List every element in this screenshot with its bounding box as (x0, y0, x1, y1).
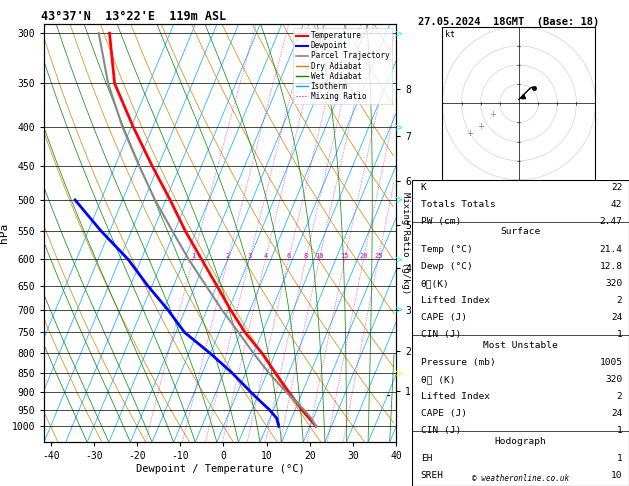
Text: Surface: Surface (501, 227, 540, 237)
Text: 2: 2 (617, 296, 623, 305)
Text: Lifted Index: Lifted Index (421, 392, 489, 401)
Text: 1: 1 (191, 254, 195, 260)
Text: 12.8: 12.8 (599, 262, 623, 271)
FancyBboxPatch shape (412, 180, 629, 486)
Text: >: > (396, 255, 403, 264)
Text: 1: 1 (617, 330, 623, 339)
Text: 320: 320 (605, 279, 623, 288)
Y-axis label: hPa: hPa (0, 223, 9, 243)
Text: Mixing Ratio (g/kg): Mixing Ratio (g/kg) (401, 192, 410, 294)
Text: 1: 1 (617, 454, 623, 463)
Text: LCL: LCL (520, 391, 536, 400)
Text: +: + (489, 110, 496, 119)
Text: K: K (421, 183, 426, 192)
Text: CIN (J): CIN (J) (421, 426, 461, 435)
Text: 15: 15 (340, 254, 349, 260)
Text: CIN (J): CIN (J) (421, 330, 461, 339)
Text: CAPE (J): CAPE (J) (421, 313, 467, 322)
Text: 1005: 1005 (599, 358, 623, 367)
Text: 3: 3 (247, 254, 252, 260)
Text: 24: 24 (611, 409, 623, 418)
Text: CAPE (J): CAPE (J) (421, 409, 467, 418)
Text: +: + (477, 122, 484, 131)
Text: >: > (396, 305, 403, 315)
Text: © weatheronline.co.uk: © weatheronline.co.uk (472, 474, 569, 483)
Text: 10: 10 (611, 471, 623, 480)
Text: >: > (396, 195, 403, 205)
Text: kt: kt (445, 30, 455, 39)
Text: 2: 2 (617, 392, 623, 401)
Text: 21.4: 21.4 (599, 244, 623, 254)
Text: 10: 10 (315, 254, 323, 260)
X-axis label: Dewpoint / Temperature (°C): Dewpoint / Temperature (°C) (136, 464, 304, 474)
Text: >: > (396, 122, 403, 132)
Text: Pressure (mb): Pressure (mb) (421, 358, 496, 367)
Text: 320: 320 (605, 375, 623, 384)
Text: θᴇ (K): θᴇ (K) (421, 375, 455, 384)
Text: 2: 2 (226, 254, 230, 260)
Legend: Temperature, Dewpoint, Parcel Trajectory, Dry Adiabat, Wet Adiabat, Isotherm, Mi: Temperature, Dewpoint, Parcel Trajectory… (293, 28, 392, 104)
Text: 42: 42 (611, 200, 623, 209)
Text: 43°37'N  13°22'E  119m ASL: 43°37'N 13°22'E 119m ASL (40, 10, 226, 23)
Text: 22: 22 (611, 183, 623, 192)
Text: Temp (°C): Temp (°C) (421, 244, 472, 254)
Text: Dewp (°C): Dewp (°C) (421, 262, 472, 271)
Text: SREH: SREH (421, 471, 443, 480)
Text: Totals Totals: Totals Totals (421, 200, 496, 209)
Text: 1: 1 (617, 426, 623, 435)
Text: PW (cm): PW (cm) (421, 217, 461, 226)
Text: 27.05.2024  18GMT  (Base: 18): 27.05.2024 18GMT (Base: 18) (418, 17, 599, 27)
Text: Lifted Index: Lifted Index (421, 296, 489, 305)
Y-axis label: km
ASL: km ASL (416, 233, 434, 255)
Text: +: + (465, 129, 472, 139)
Text: 20: 20 (359, 254, 368, 260)
Text: 6: 6 (286, 254, 291, 260)
Text: Hodograph: Hodograph (494, 436, 547, 446)
Text: >: > (396, 28, 403, 38)
Text: 2.47: 2.47 (599, 217, 623, 226)
Text: Most Unstable: Most Unstable (483, 341, 558, 349)
Text: 8: 8 (304, 254, 308, 260)
Text: 24: 24 (611, 313, 623, 322)
Text: EH: EH (421, 454, 432, 463)
Text: θᴇ(K): θᴇ(K) (421, 279, 450, 288)
Text: >: > (396, 368, 403, 378)
Text: 25: 25 (374, 254, 382, 260)
Text: 4: 4 (264, 254, 267, 260)
